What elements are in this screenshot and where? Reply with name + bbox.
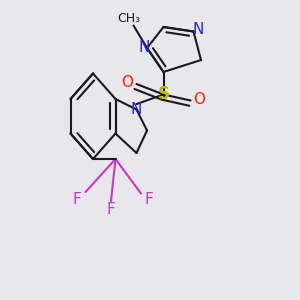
Text: O: O <box>122 75 134 90</box>
Text: F: F <box>106 202 116 217</box>
Text: S: S <box>158 85 169 103</box>
Text: N: N <box>192 22 204 38</box>
Text: F: F <box>144 192 153 207</box>
Text: N: N <box>138 40 150 56</box>
Text: N: N <box>131 102 142 117</box>
Text: CH₃: CH₃ <box>117 11 141 25</box>
Text: F: F <box>72 192 81 207</box>
Text: O: O <box>194 92 206 106</box>
